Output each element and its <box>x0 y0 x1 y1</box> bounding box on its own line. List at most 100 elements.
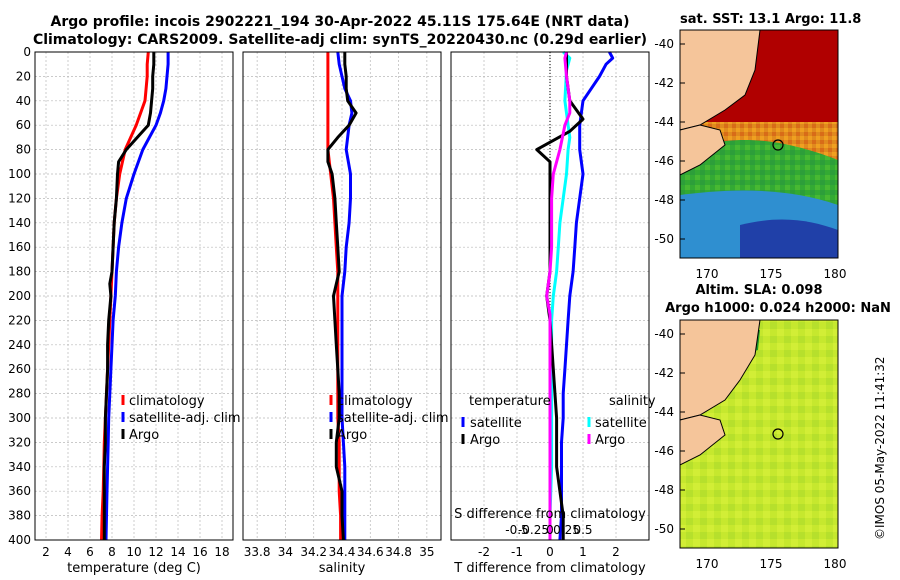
map-lat-label: -42 <box>654 366 674 380</box>
series-line-satellite-adj-clim <box>104 52 170 541</box>
x-tick-label: 18 <box>214 545 229 559</box>
x-tick-label: 12 <box>148 545 163 559</box>
y-tick-label: 160 <box>8 240 31 254</box>
y-tick-label: 180 <box>8 265 31 279</box>
map-lon-label: 180 <box>824 267 847 281</box>
x-tick-label: 2 <box>612 545 620 559</box>
plot-frame <box>242 51 442 541</box>
y-tick-label: 400 <box>8 533 31 547</box>
y-tick-label: 380 <box>8 509 31 523</box>
y-tick-label: 0 <box>23 45 31 59</box>
y-tick-label: 40 <box>16 94 31 108</box>
map-lon-label: 180 <box>824 557 847 571</box>
map-axes: -40 -40 -42 -42 -44 -44 -46 -46 -48 -48 -50 -50 170 1… <box>654 37 846 571</box>
s-tick-label: -0.5 <box>505 523 528 537</box>
x-tick-label: 4 <box>64 545 72 559</box>
x-axis-label: temperature (deg C) <box>67 561 201 576</box>
map-lat-label: -48 <box>654 193 674 207</box>
s-tick-label: -0.25 <box>518 523 549 537</box>
x-tick-label: 6 <box>86 545 94 559</box>
x-tick-label: 0 <box>546 545 554 559</box>
plot-frame <box>450 51 650 541</box>
y-tick-label: 280 <box>8 387 31 401</box>
y-tick-label: 300 <box>8 411 31 425</box>
sla-argo-marker <box>772 428 784 440</box>
map-lat-label: -40 <box>654 327 674 341</box>
s-tick-label: 0.25 <box>553 523 580 537</box>
y-tick-label: 320 <box>8 435 31 449</box>
y-tick-label: 140 <box>8 216 31 230</box>
x-tick-label: 34.8 <box>385 545 412 559</box>
y-tick-label: 120 <box>8 191 31 205</box>
map-lat-label: -46 <box>654 154 674 168</box>
map-lon-label: 175 <box>760 267 783 281</box>
difference-panel: -2 -1 0 1 2 T difference from climatology temp… <box>450 50 656 576</box>
legend-label: Argo <box>337 428 367 443</box>
legend-label: Argo <box>129 428 159 443</box>
legend-label: Argo <box>595 433 625 448</box>
map-lat-label: -48 <box>654 483 674 497</box>
figure-title-line2: Climatology: CARS2009. Satellite-adj cli… <box>32 32 648 48</box>
series-line-argo <box>326 52 358 541</box>
map-lat-label: -50 <box>654 522 674 536</box>
x-axis-label: T difference from climatology <box>453 561 646 576</box>
legend-label: climatology <box>129 394 205 409</box>
imos-timestamp: ©IMOS 05-May-2022 11:41:32 <box>873 356 887 540</box>
legend-label: satellite <box>595 416 647 431</box>
map-lat-label: -40 <box>654 37 674 51</box>
legend-label: satellite-adj. clim <box>337 411 449 426</box>
map-lon-label: 175 <box>760 557 783 571</box>
legend-label: Argo <box>470 433 500 448</box>
x-tick-label: 1 <box>579 545 587 559</box>
x-axis-label: salinity <box>319 561 366 576</box>
x-tick-label: 34.4 <box>329 545 356 559</box>
sst-map <box>679 29 839 259</box>
map-lat-label: -50 <box>654 232 674 246</box>
y-tick-label: 60 <box>16 118 31 132</box>
plot-frame <box>34 51 234 541</box>
map-lon-label: 170 <box>696 267 719 281</box>
sla-map-frame <box>679 319 839 549</box>
x-tick-label: 8 <box>108 545 116 559</box>
legend-title-salinity: salinity <box>609 394 656 409</box>
y-tick-label: 260 <box>8 362 31 376</box>
x-tick-label: 34 <box>278 545 293 559</box>
legend-label: satellite <box>470 416 522 431</box>
y-tick-label: 340 <box>8 460 31 474</box>
legend-label: climatology <box>337 394 413 409</box>
x-tick-label: 16 <box>192 545 207 559</box>
legend-label: satellite-adj. clim <box>129 411 241 426</box>
map-lon-label: 170 <box>696 557 719 571</box>
y-tick-label: 200 <box>8 289 31 303</box>
x-tick-label: 35 <box>419 545 434 559</box>
x-tick-label: 14 <box>170 545 185 559</box>
figure-title-line1: Argo profile: incois 2902221_194 30-Apr-… <box>50 14 630 30</box>
series-line-satellite-adj-clim <box>336 51 354 540</box>
s-axis-label: S difference from climatology <box>454 507 646 522</box>
y-tick-label: 220 <box>8 313 31 327</box>
series-line-s-satellite <box>548 50 572 540</box>
s-tick-label: 0.5 <box>573 523 592 537</box>
map-lat-label: -44 <box>654 405 674 419</box>
series-line-s-argo <box>545 51 572 540</box>
map-lat-label: -46 <box>654 444 674 458</box>
x-tick-label: 34.2 <box>300 545 327 559</box>
x-tick-label: 33.8 <box>244 545 271 559</box>
legend-title-temperature: temperature <box>469 394 551 409</box>
series-line-climatology <box>326 52 343 540</box>
y-tick-label: 100 <box>8 167 31 181</box>
sla-map <box>679 319 839 549</box>
salinity-panel: 33.8 34 34.2 34.4 34.6 34.8 35 salinity climatol… <box>242 51 449 576</box>
x-tick-label: -2 <box>478 545 490 559</box>
y-tick-label: 360 <box>8 484 31 498</box>
map-lat-label: -42 <box>654 76 674 90</box>
sst-map-title: sat. SST: 13.1 Argo: 11.8 <box>680 12 862 27</box>
x-tick-label: 34.6 <box>357 545 384 559</box>
y-tick-label: 80 <box>16 143 31 157</box>
s-tick-label: 0 <box>546 523 554 537</box>
sla-map-title-line1: Altim. SLA: 0.098 <box>695 283 823 298</box>
sst-map-frame <box>679 29 839 259</box>
sst-argo-marker <box>772 139 784 151</box>
x-tick-label: 10 <box>126 545 141 559</box>
